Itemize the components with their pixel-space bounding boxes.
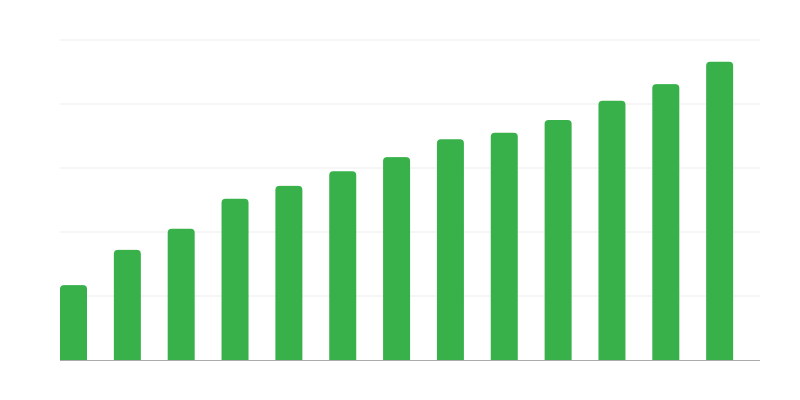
bars <box>60 61 734 361</box>
bar-5 <box>275 185 303 360</box>
bar-12 <box>652 84 680 360</box>
bar-4 <box>221 198 249 360</box>
bar-10 <box>544 120 572 360</box>
bar-7 <box>383 157 411 360</box>
bar-11 <box>598 100 626 361</box>
bar-8 <box>436 139 464 360</box>
bar-13 <box>706 61 734 360</box>
bar-6 <box>329 171 357 360</box>
bar-2 <box>113 249 141 360</box>
bar-9 <box>490 132 518 360</box>
bar-3 <box>167 228 195 360</box>
bar-1 <box>60 285 87 360</box>
